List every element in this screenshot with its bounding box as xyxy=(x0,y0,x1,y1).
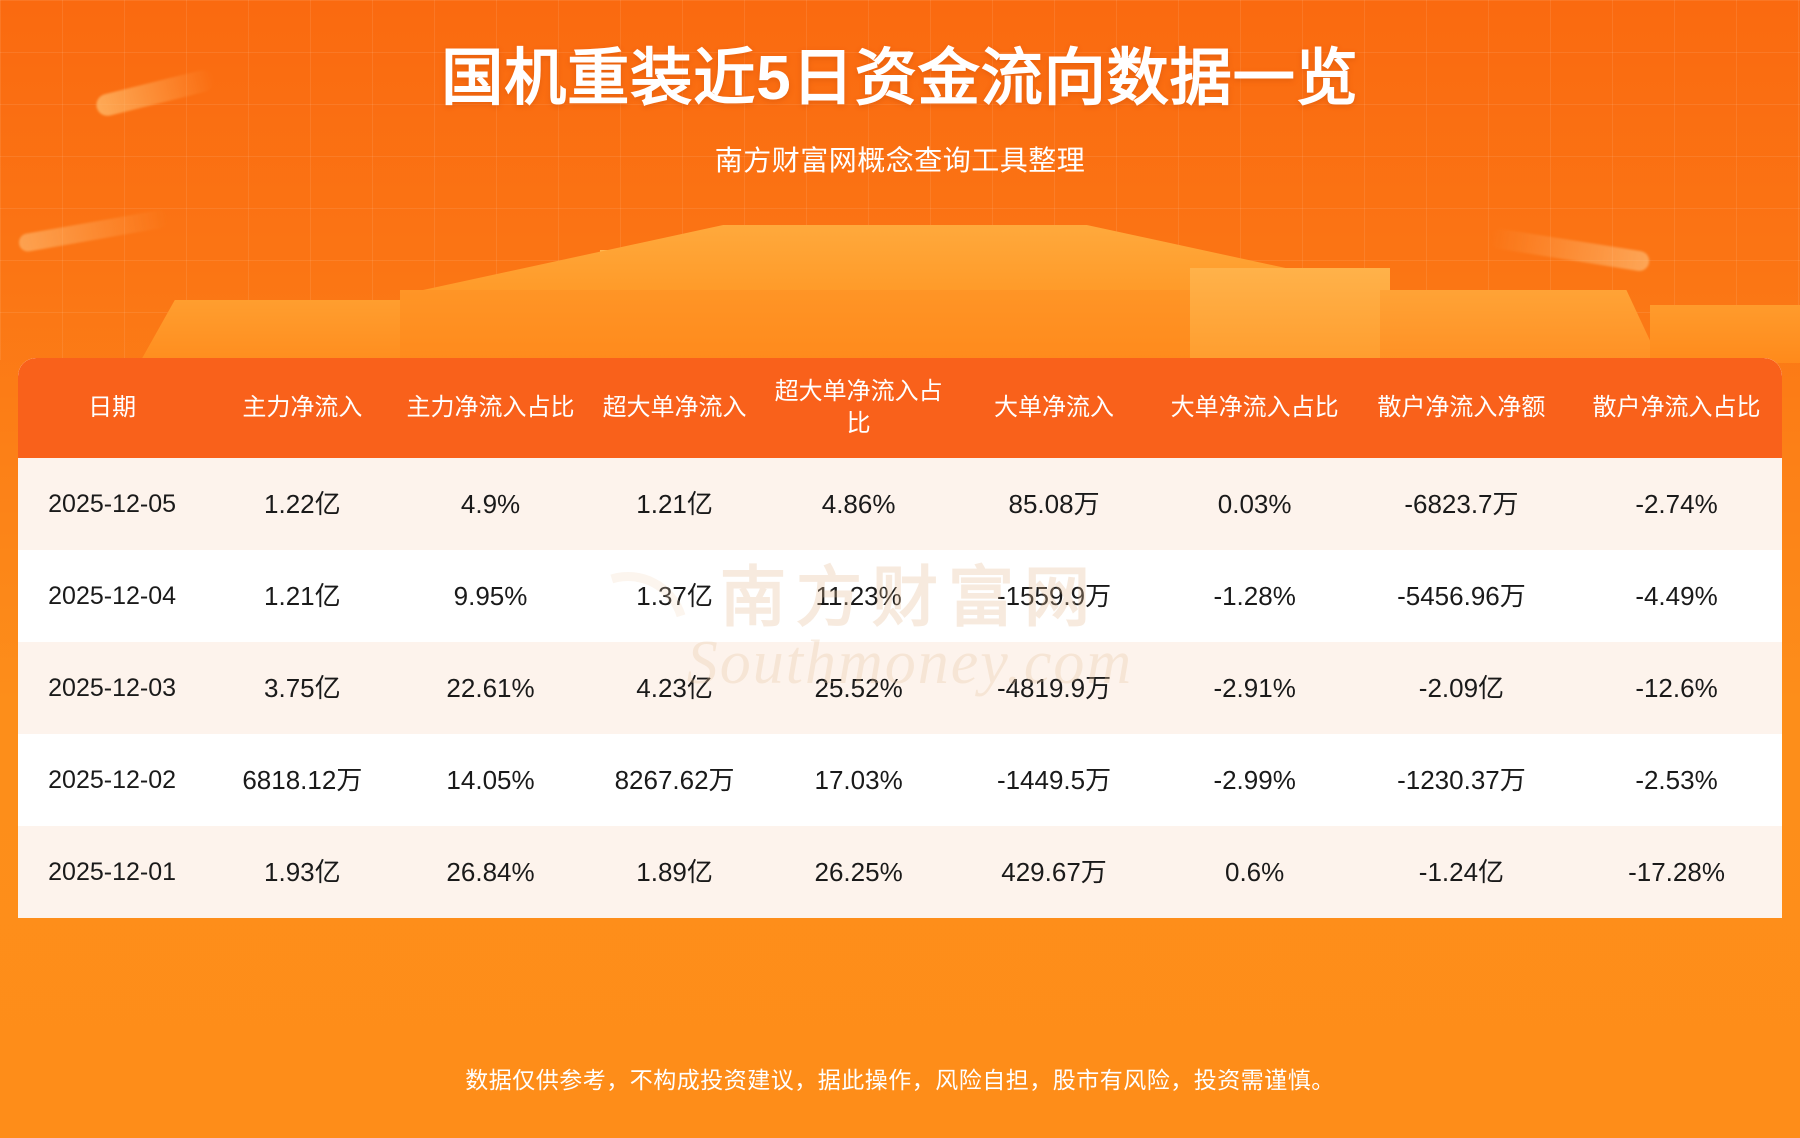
podium-block-right xyxy=(1380,290,1660,362)
podium-block-left-inner xyxy=(520,278,710,362)
column-header-main-pct: 主力净流入占比 xyxy=(398,358,583,458)
cell-xl-net: 8267.62万 xyxy=(582,734,767,826)
cell-lg-pct: 0.6% xyxy=(1157,826,1352,918)
cell-lg-net: 429.67万 xyxy=(950,826,1158,918)
cell-retail-pct: -2.53% xyxy=(1571,734,1782,826)
table-row: 2025-12-03 3.75亿 22.61% 4.23亿 25.52% -48… xyxy=(18,642,1782,734)
cell-retail-pct: -2.74% xyxy=(1571,458,1782,550)
light-streak-c xyxy=(1489,227,1651,273)
cell-main-pct: 22.61% xyxy=(398,642,583,734)
cell-lg-pct: 0.03% xyxy=(1157,458,1352,550)
page-subtitle: 南方财富网概念查询工具整理 xyxy=(714,145,1086,176)
podium-block-center-top xyxy=(400,225,1410,295)
cell-date: 2025-12-02 xyxy=(18,734,207,826)
cell-retail-net: -1230.37万 xyxy=(1351,734,1572,826)
column-header-xl-net: 超大单净流入 xyxy=(582,358,767,458)
cell-date: 2025-12-04 xyxy=(18,550,207,642)
cell-main-net: 3.75亿 xyxy=(206,642,399,734)
cell-lg-net: -1559.9万 xyxy=(950,550,1158,642)
cell-main-pct: 14.05% xyxy=(398,734,583,826)
cell-lg-pct: -2.91% xyxy=(1157,642,1352,734)
cell-main-pct: 9.95% xyxy=(398,550,583,642)
column-header-retail-net: 散户净流入净额 xyxy=(1351,358,1572,458)
column-header-date: 日期 xyxy=(18,358,207,458)
cell-main-pct: 26.84% xyxy=(398,826,583,918)
table-body: 2025-12-05 1.22亿 4.9% 1.21亿 4.86% 85.08万… xyxy=(18,458,1782,918)
table-row: 2025-12-05 1.22亿 4.9% 1.21亿 4.86% 85.08万… xyxy=(18,458,1782,550)
page-title: 国机重装近5日资金流向数据一览 xyxy=(441,44,1359,113)
cell-xl-pct: 4.86% xyxy=(766,458,951,550)
column-header-lg-pct: 大单净流入占比 xyxy=(1157,358,1352,458)
table-row: 2025-12-02 6818.12万 14.05% 8267.62万 17.0… xyxy=(18,734,1782,826)
podium-block-center-face xyxy=(400,290,1410,360)
cell-retail-pct: -17.28% xyxy=(1571,826,1782,918)
table-row: 2025-12-01 1.93亿 26.84% 1.89亿 26.25% 429… xyxy=(18,826,1782,918)
hero-section: 国机重装近5日资金流向数据一览 南方财富网概念查询工具整理 xyxy=(0,40,1800,180)
cell-xl-pct: 26.25% xyxy=(766,826,951,918)
cell-main-net: 1.21亿 xyxy=(206,550,399,642)
table-header-row: 日期 主力净流入 主力净流入占比 超大单净流入 超大单净流入占比 大单净流入 大… xyxy=(18,358,1782,458)
disclaimer-text: 数据仅供参考，不构成投资建议，据此操作，风险自担，股市有风险，投资需谨慎。 xyxy=(465,1067,1335,1093)
table-header: 日期 主力净流入 主力净流入占比 超大单净流入 超大单净流入占比 大单净流入 大… xyxy=(18,358,1782,458)
cell-xl-pct: 17.03% xyxy=(766,734,951,826)
cell-lg-net: -1449.5万 xyxy=(950,734,1158,826)
podium-block-left xyxy=(140,300,430,362)
cell-xl-net: 4.23亿 xyxy=(582,642,767,734)
cell-date: 2025-12-05 xyxy=(18,458,207,550)
light-streak-b xyxy=(17,209,169,253)
cell-retail-pct: -4.49% xyxy=(1571,550,1782,642)
cell-date: 2025-12-01 xyxy=(18,826,207,918)
column-header-main-net: 主力净流入 xyxy=(206,358,399,458)
cell-retail-net: -5456.96万 xyxy=(1351,550,1572,642)
cell-main-pct: 4.9% xyxy=(398,458,583,550)
cell-xl-net: 1.21亿 xyxy=(582,458,767,550)
cell-lg-pct: -2.99% xyxy=(1157,734,1352,826)
cell-main-net: 1.93亿 xyxy=(206,826,399,918)
data-table-card: 日期 主力净流入 主力净流入占比 超大单净流入 超大单净流入占比 大单净流入 大… xyxy=(18,358,1782,918)
cell-xl-net: 1.89亿 xyxy=(582,826,767,918)
cell-main-net: 1.22亿 xyxy=(206,458,399,550)
cell-retail-net: -6823.7万 xyxy=(1351,458,1572,550)
cell-xl-pct: 25.52% xyxy=(766,642,951,734)
cell-xl-pct: 11.23% xyxy=(766,550,951,642)
footer-disclaimer-bar: 数据仅供参考，不构成投资建议，据此操作，风险自担，股市有风险，投资需谨慎。 xyxy=(0,1018,1800,1138)
fund-flow-table: 日期 主力净流入 主力净流入占比 超大单净流入 超大单净流入占比 大单净流入 大… xyxy=(18,358,1782,918)
column-header-retail-pct: 散户净流入占比 xyxy=(1571,358,1782,458)
cell-xl-net: 1.37亿 xyxy=(582,550,767,642)
cell-retail-net: -2.09亿 xyxy=(1351,642,1572,734)
cell-main-net: 6818.12万 xyxy=(206,734,399,826)
podium-block-right-inner xyxy=(1190,268,1390,362)
cell-lg-net: -4819.9万 xyxy=(950,642,1158,734)
cell-date: 2025-12-03 xyxy=(18,642,207,734)
column-header-lg-net: 大单净流入 xyxy=(950,358,1158,458)
cell-retail-net: -1.24亿 xyxy=(1351,826,1572,918)
column-header-xl-pct: 超大单净流入占比 xyxy=(766,358,951,458)
cell-lg-net: 85.08万 xyxy=(950,458,1158,550)
podium-block-notch xyxy=(600,250,710,290)
cell-retail-pct: -12.6% xyxy=(1571,642,1782,734)
podium-block-far-right xyxy=(1650,305,1800,363)
cell-lg-pct: -1.28% xyxy=(1157,550,1352,642)
table-row: 2025-12-04 1.21亿 9.95% 1.37亿 11.23% -155… xyxy=(18,550,1782,642)
